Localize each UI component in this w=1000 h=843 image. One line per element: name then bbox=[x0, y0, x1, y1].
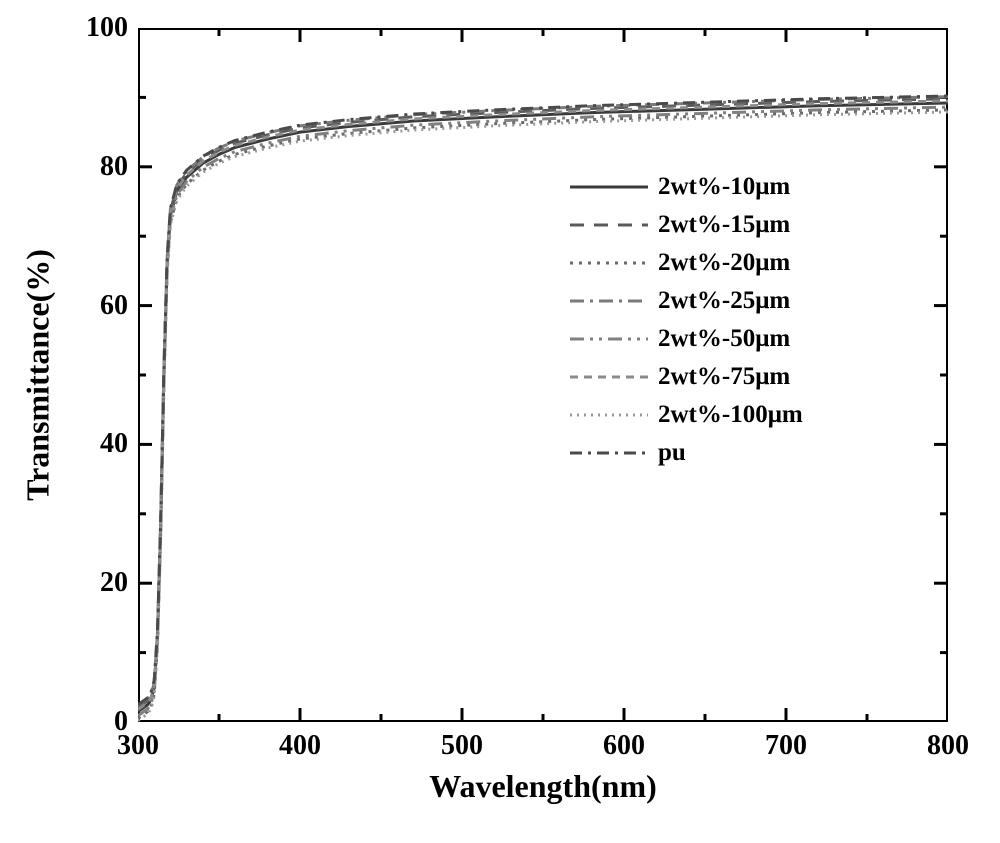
legend-entry: pu bbox=[566, 434, 803, 472]
series-line bbox=[138, 101, 948, 710]
series-line bbox=[138, 97, 948, 706]
legend-swatch bbox=[566, 206, 652, 244]
y-tick-label: 40 bbox=[100, 428, 128, 460]
legend-label: 2wt%-10μm bbox=[658, 173, 790, 201]
x-axis-title: Wavelength(nm) bbox=[429, 768, 657, 805]
legend-swatch bbox=[566, 168, 652, 206]
series-line bbox=[138, 99, 948, 708]
legend-entry: 2wt%-25μm bbox=[566, 282, 803, 320]
y-tick-label: 80 bbox=[100, 151, 128, 183]
legend-label: 2wt%-25μm bbox=[658, 287, 790, 315]
series-line bbox=[138, 103, 948, 712]
y-tick-label: 20 bbox=[100, 567, 128, 599]
legend-swatch bbox=[566, 358, 652, 396]
legend-entry: 2wt%-75μm bbox=[566, 358, 803, 396]
y-tick-label: 60 bbox=[100, 290, 128, 322]
y-tick-label: 0 bbox=[114, 706, 128, 738]
x-tick-label: 600 bbox=[603, 730, 645, 762]
legend-label: pu bbox=[658, 439, 686, 467]
legend-label: 2wt%-100μm bbox=[658, 401, 803, 429]
legend-entry: 2wt%-15μm bbox=[566, 206, 803, 244]
x-tick-label: 400 bbox=[279, 730, 321, 762]
legend-label: 2wt%-20μm bbox=[658, 249, 790, 277]
legend-swatch bbox=[566, 396, 652, 434]
series-line bbox=[138, 112, 948, 721]
legend-swatch bbox=[566, 434, 652, 472]
x-tick-label: 800 bbox=[927, 730, 969, 762]
legend-label: 2wt%-15μm bbox=[658, 211, 790, 239]
x-tick-label: 700 bbox=[765, 730, 807, 762]
figure-root: Wavelength(nm) Transmittance(%) 2wt%-10μ… bbox=[0, 0, 1000, 843]
plot-area bbox=[138, 28, 948, 722]
legend-entry: 2wt%-10μm bbox=[566, 168, 803, 206]
legend: 2wt%-10μm 2wt%-15μm 2wt%-20μm 2wt%-25μm 2wt%… bbox=[560, 162, 813, 478]
legend-entry: 2wt%-20μm bbox=[566, 244, 803, 282]
plot-frame bbox=[139, 29, 948, 722]
legend-label: 2wt%-75μm bbox=[658, 363, 790, 391]
legend-swatch bbox=[566, 282, 652, 320]
series-line bbox=[138, 96, 948, 705]
y-axis-title: Transmittance(%) bbox=[20, 249, 57, 501]
x-tick-label: 500 bbox=[441, 730, 483, 762]
legend-entry: 2wt%-50μm bbox=[566, 320, 803, 358]
legend-entry: 2wt%-100μm bbox=[566, 396, 803, 434]
series-line bbox=[138, 107, 948, 716]
legend-label: 2wt%-50μm bbox=[658, 325, 790, 353]
legend-swatch bbox=[566, 244, 652, 282]
legend-swatch bbox=[566, 320, 652, 358]
y-tick-label: 100 bbox=[86, 12, 128, 44]
series-line bbox=[138, 110, 948, 719]
plot-svg bbox=[138, 28, 948, 722]
